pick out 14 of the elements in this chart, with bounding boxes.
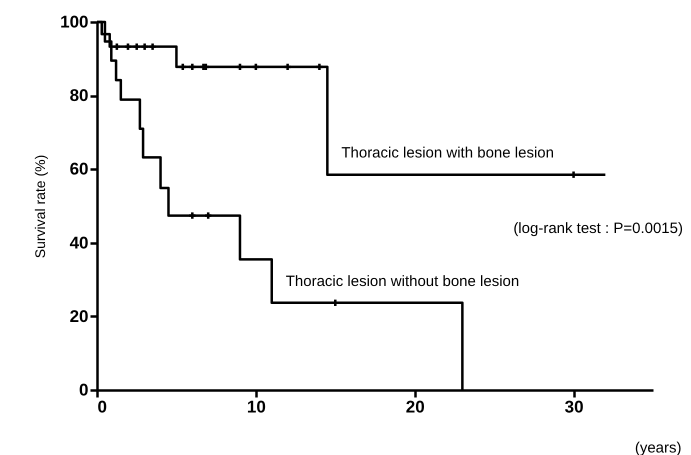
annotation: (log-rank test : P=0.0015)	[513, 220, 683, 238]
y-tick-label: 80	[70, 86, 88, 106]
series-label: Thoracic lesion with bone lesion	[341, 144, 554, 162]
x-tick-label: 30	[564, 398, 584, 416]
y-tick-label: 100	[60, 12, 88, 32]
x-tick-label: 0	[98, 398, 107, 416]
y-tick-label: 60	[70, 160, 88, 179]
series-label: Thoracic lesion without bone lesion	[286, 272, 520, 290]
y-tick-label: 0	[79, 380, 88, 400]
y-tick-label: 20	[70, 306, 88, 326]
x-tick-label: 20	[406, 398, 425, 416]
x-tick-label: 10	[246, 398, 266, 416]
y-axis-title: Survival rate (%)	[32, 154, 48, 258]
y-tick-label: 40	[70, 233, 88, 252]
